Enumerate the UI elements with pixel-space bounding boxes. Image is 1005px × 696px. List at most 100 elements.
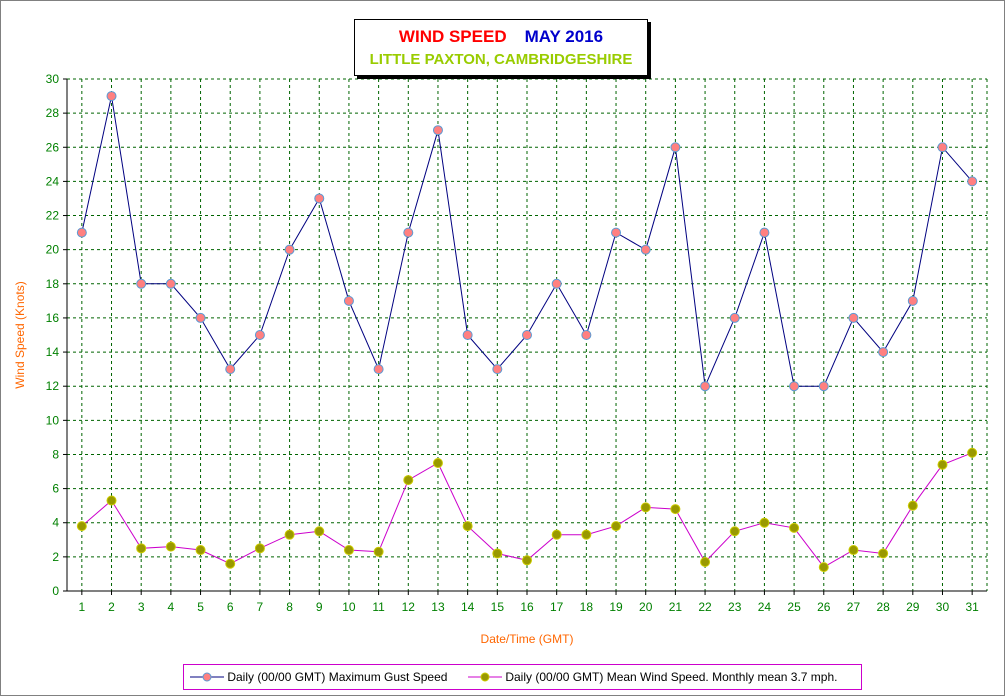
data-point-gust [195, 312, 206, 323]
data-point-mean [522, 555, 532, 566]
x-tick-label: 21 [669, 600, 683, 614]
data-point-mean [759, 517, 770, 528]
data-point-gust [848, 312, 859, 323]
x-tick-label: 9 [316, 600, 323, 614]
x-tick-label: 23 [728, 600, 742, 614]
data-point-gust [878, 347, 889, 358]
y-tick-label: 12 [46, 379, 60, 393]
x-tick-label: 14 [461, 600, 475, 614]
x-tick-label: 28 [876, 600, 890, 614]
data-point-mean [373, 546, 384, 557]
data-point-gust [136, 278, 147, 289]
data-point-gust [314, 193, 325, 204]
data-point-mean [195, 545, 206, 556]
data-point-gust [640, 244, 651, 255]
data-point-gust [759, 227, 770, 238]
x-tick-label: 13 [431, 600, 445, 614]
y-tick-label: 30 [46, 72, 60, 86]
data-point-gust [670, 142, 681, 153]
x-tick-label: 7 [257, 600, 264, 614]
data-point-mean [789, 522, 800, 533]
x-tick-label: 30 [936, 600, 950, 614]
data-point-gust [284, 244, 295, 255]
title-date: MAY 2016 [524, 27, 604, 46]
data-point-mean [462, 521, 473, 532]
x-tick-label: 31 [965, 600, 979, 614]
data-point-mean [314, 526, 325, 537]
data-point-mean [907, 500, 918, 511]
chart-subtitle: LITTLE PAXTON, CAMBRIDGESHIRE [369, 51, 633, 68]
data-point-gust [492, 364, 503, 375]
series [76, 91, 978, 573]
y-tick-label: 20 [46, 243, 60, 257]
y-tick-label: 14 [46, 345, 60, 359]
data-point-gust [106, 91, 117, 102]
data-point-gust [581, 330, 592, 340]
x-tick-label: 5 [197, 600, 204, 614]
data-point-mean [700, 556, 711, 567]
x-tick-label: 2 [108, 600, 115, 614]
data-point-mean [551, 529, 562, 540]
x-tick-label: 25 [787, 600, 801, 614]
data-point-gust [907, 295, 918, 306]
x-tick-label: 1 [78, 600, 85, 614]
data-point-gust [462, 330, 473, 340]
data-point-gust [165, 278, 176, 289]
y-tick-label: 18 [46, 277, 60, 291]
data-point-gust [967, 176, 978, 187]
x-tick-label: 4 [168, 600, 175, 614]
axes [63, 78, 987, 595]
data-point-gust [403, 227, 414, 238]
data-point-mean [136, 543, 147, 554]
data-point-mean [165, 541, 176, 552]
y-tick-label: 2 [52, 550, 59, 564]
data-point-mean [729, 526, 740, 537]
data-point-mean [76, 521, 87, 532]
data-point-gust [789, 381, 800, 392]
data-point-gust [729, 312, 740, 323]
data-point-gust [254, 330, 265, 340]
x-tick-label: 16 [520, 600, 534, 614]
y-tick-label: 28 [46, 106, 60, 120]
x-tick-label: 29 [906, 600, 920, 614]
x-tick-label: 12 [402, 600, 416, 614]
data-point-mean [403, 475, 414, 486]
y-tick-label: 22 [46, 209, 60, 223]
data-point-mean [254, 543, 265, 554]
x-tick-label: 27 [847, 600, 861, 614]
x-tick-label: 3 [138, 600, 145, 614]
data-point-mean [611, 521, 622, 532]
y-tick-label: 6 [52, 482, 59, 496]
x-tick-label: 20 [639, 600, 653, 614]
x-tick-label: 24 [758, 600, 772, 614]
x-tick-label: 15 [491, 600, 505, 614]
legend-label-gust: Daily (00/00 GMT) Maximum Gust Speed [227, 669, 448, 684]
data-point-gust [373, 364, 384, 375]
legend: Daily (00/00 GMT) Maximum Gust Speed Dai… [183, 664, 862, 690]
data-point-gust [225, 364, 236, 375]
data-point-mean [878, 548, 889, 559]
x-tick-label: 11 [372, 600, 385, 614]
x-tick-label: 17 [550, 600, 564, 614]
data-point-gust [432, 125, 443, 136]
data-point-gust [76, 227, 87, 238]
data-point-mean [937, 459, 948, 470]
data-point-gust [818, 381, 829, 392]
data-point-mean [225, 558, 236, 569]
data-point-mean [432, 458, 443, 468]
data-point-mean [967, 447, 978, 458]
x-tick-label: 6 [227, 600, 234, 614]
legend-gust-marker [190, 672, 224, 682]
data-point-mean [492, 548, 503, 559]
chart-title: WIND SPEED MAY 2016 [355, 27, 647, 47]
data-point-mean [343, 545, 354, 556]
y-tick-label: 24 [46, 174, 60, 188]
legend-label-mean: Daily (00/00 GMT) Mean Wind Speed. Month… [505, 669, 838, 684]
legend-item-mean: Daily (00/00 GMT) Mean Wind Speed. Month… [468, 669, 838, 684]
y-tick-label: 10 [46, 413, 60, 427]
x-tick-label: 26 [817, 600, 831, 614]
x-tick-label: 18 [580, 600, 594, 614]
